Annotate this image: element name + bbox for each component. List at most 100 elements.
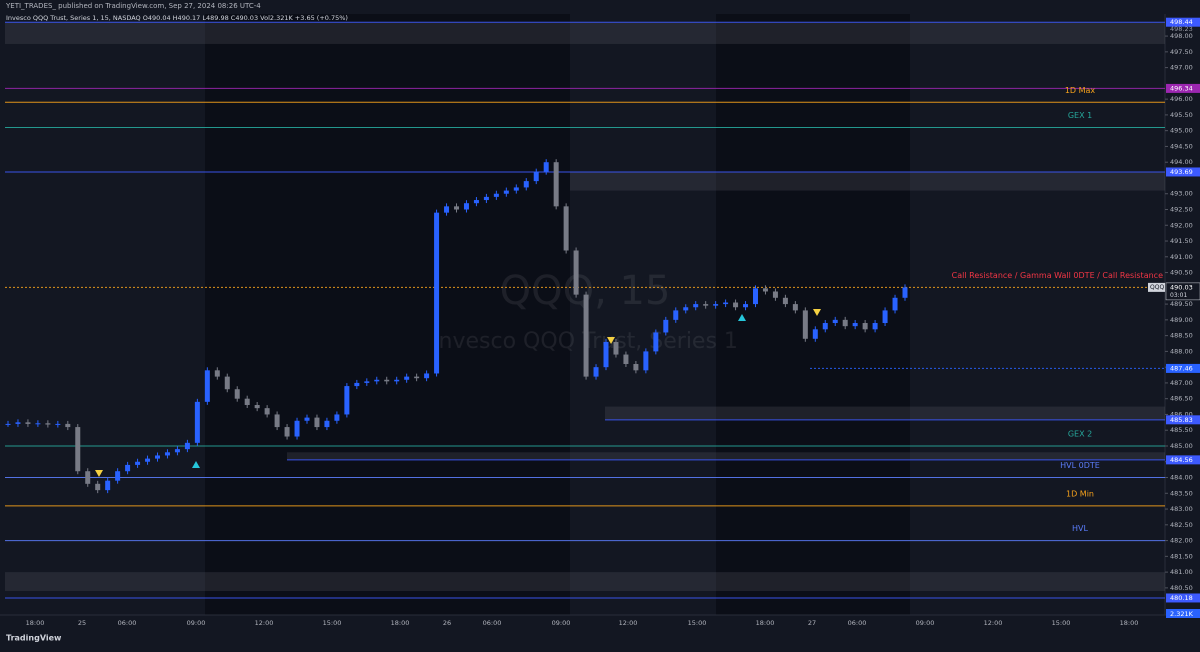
price-marker bbox=[1166, 83, 1200, 93]
candle bbox=[852, 323, 858, 327]
candle bbox=[822, 323, 828, 330]
symbol-legend: Invesco QQQ Trust, Series 1, 15, NASDAQ … bbox=[6, 14, 348, 22]
y-tick-label: 493.00 bbox=[1170, 190, 1193, 198]
zone bbox=[570, 171, 1165, 191]
price-marker bbox=[1166, 167, 1200, 177]
candle bbox=[872, 323, 878, 330]
candle bbox=[85, 471, 91, 484]
brand: TradingView bbox=[6, 634, 62, 643]
candle bbox=[115, 471, 121, 481]
price-marker-label: 484.56 bbox=[1170, 456, 1193, 464]
signal-down bbox=[607, 337, 615, 344]
candle bbox=[155, 455, 160, 459]
candle bbox=[95, 483, 101, 491]
candle bbox=[772, 291, 778, 298]
level-label: 1D Min bbox=[1066, 489, 1094, 498]
zone bbox=[5, 22, 1165, 44]
candle bbox=[673, 310, 679, 320]
x-tick-label: 09:00 bbox=[187, 619, 206, 627]
price-marker-label: 485.83 bbox=[1170, 416, 1193, 424]
price-marker-label: 498.23 bbox=[1170, 25, 1193, 33]
candle bbox=[414, 376, 420, 379]
candle bbox=[45, 423, 51, 425]
price-marker bbox=[1166, 415, 1200, 425]
price-marker bbox=[1166, 363, 1200, 373]
y-tick-label: 485.00 bbox=[1170, 442, 1193, 450]
candle bbox=[214, 370, 220, 377]
y-tick-label: 496.00 bbox=[1170, 95, 1193, 103]
candle bbox=[264, 408, 270, 415]
y-tick-label: 492.00 bbox=[1170, 221, 1193, 229]
candle bbox=[543, 162, 549, 172]
candle bbox=[882, 310, 888, 324]
y-tick-label: 490.50 bbox=[1170, 269, 1193, 277]
session-shade bbox=[716, 14, 910, 615]
symbol-tag bbox=[1148, 282, 1165, 292]
candle bbox=[553, 162, 559, 207]
signal-down bbox=[95, 470, 103, 477]
candle bbox=[35, 423, 41, 425]
candle bbox=[832, 319, 838, 324]
candle bbox=[623, 354, 629, 365]
candle bbox=[503, 190, 509, 194]
candle bbox=[354, 382, 360, 387]
session-shade bbox=[205, 14, 570, 615]
candle bbox=[902, 287, 908, 298]
candle bbox=[723, 302, 729, 305]
candle bbox=[164, 452, 170, 456]
y-tick-label: 491.50 bbox=[1170, 237, 1193, 245]
y-tick-label: 484.00 bbox=[1170, 474, 1193, 482]
candle bbox=[444, 206, 450, 213]
x-tick-label: 18:00 bbox=[26, 619, 45, 627]
candle bbox=[573, 250, 579, 295]
candle bbox=[792, 304, 798, 311]
candle bbox=[683, 307, 689, 311]
x-tick-label: 15:00 bbox=[688, 619, 707, 627]
candle bbox=[434, 212, 440, 374]
x-tick-label: 18:00 bbox=[391, 619, 410, 627]
candle bbox=[802, 310, 808, 339]
level-label: Call Resistance / Gamma Wall 0DTE / Call… bbox=[952, 271, 1163, 280]
x-tick-label: 06:00 bbox=[483, 619, 502, 627]
candle bbox=[404, 376, 410, 380]
candle bbox=[454, 206, 459, 210]
y-tick-label: 488.50 bbox=[1170, 332, 1193, 340]
candle bbox=[523, 181, 529, 188]
x-tick-label: 06:00 bbox=[848, 619, 867, 627]
y-tick-label: 482.50 bbox=[1170, 521, 1193, 529]
candle bbox=[613, 341, 619, 355]
candle bbox=[254, 404, 260, 409]
price-marker-label: 487.46 bbox=[1170, 364, 1193, 372]
zone bbox=[287, 452, 1165, 460]
candle bbox=[842, 319, 848, 327]
y-tick-label: 489.00 bbox=[1170, 316, 1193, 324]
x-tick-label: 09:00 bbox=[552, 619, 571, 627]
y-tick-label: 489.50 bbox=[1170, 300, 1193, 308]
candle bbox=[244, 398, 250, 405]
candle bbox=[743, 304, 749, 308]
y-tick-label: 495.00 bbox=[1170, 127, 1193, 135]
candle bbox=[424, 373, 430, 379]
price-marker bbox=[1166, 455, 1200, 465]
candle bbox=[224, 376, 230, 390]
candle bbox=[513, 187, 519, 191]
x-tick-label: 15:00 bbox=[323, 619, 342, 627]
y-tick-label: 492.50 bbox=[1170, 205, 1193, 213]
candle bbox=[862, 323, 868, 330]
y-tick-label: 487.00 bbox=[1170, 379, 1193, 387]
candle bbox=[334, 414, 340, 421]
x-tick-label: 06:00 bbox=[118, 619, 137, 627]
candle bbox=[374, 379, 380, 382]
y-tick-label: 486.50 bbox=[1170, 395, 1193, 403]
price-marker bbox=[1165, 282, 1200, 301]
zone bbox=[5, 572, 1165, 592]
candle bbox=[703, 304, 709, 306]
candle bbox=[713, 304, 719, 306]
candle bbox=[204, 370, 210, 402]
candle bbox=[663, 319, 669, 333]
candle bbox=[194, 401, 200, 443]
candle bbox=[274, 414, 280, 428]
candle bbox=[593, 367, 599, 377]
candle bbox=[234, 389, 240, 399]
